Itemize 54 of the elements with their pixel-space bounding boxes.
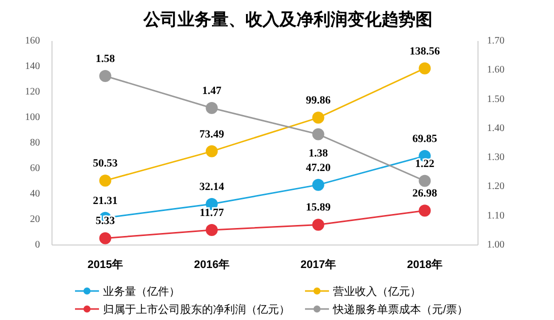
- y2-tick-label: 1.20: [487, 181, 504, 192]
- data-label: 47.20: [306, 162, 332, 174]
- point: [312, 218, 324, 231]
- point: [206, 145, 218, 158]
- legend-label: 营业收入（亿元）: [333, 285, 421, 298]
- y2-tick-label: 1.50: [487, 94, 504, 105]
- y2-tick-label: 1.30: [487, 152, 504, 164]
- point: [312, 178, 324, 191]
- x-tick-label: 2018年: [407, 258, 442, 271]
- y-tick-label: 140: [25, 61, 40, 72]
- y-tick-label: 80: [30, 138, 40, 148]
- point: [312, 128, 324, 140]
- y2-tick-label: 1.40: [487, 122, 504, 134]
- data-label: 21.31: [92, 194, 118, 207]
- data-label: 11.77: [200, 206, 224, 219]
- y2-tick-label: 1.10: [487, 210, 504, 222]
- data-label: 15.89: [306, 202, 332, 214]
- point: [206, 102, 218, 114]
- y-tick-label: 0: [35, 240, 40, 250]
- x-tick-label: 2015年: [88, 258, 123, 271]
- y2-tick-label: 1.60: [487, 64, 504, 76]
- y2-tick-label: 1.00: [487, 240, 504, 250]
- data-label: 1.22: [415, 158, 435, 170]
- legend-label: 快递服务单票成本（元/票）: [332, 303, 468, 316]
- y-tick-label: 40: [30, 188, 40, 200]
- y-tick-label: 60: [30, 163, 40, 174]
- data-label: 138.56: [410, 45, 440, 58]
- x-tick-label: 2017年: [300, 258, 336, 271]
- data-label: 1.58: [96, 52, 116, 65]
- data-label: 69.85: [412, 132, 438, 145]
- point: [418, 174, 431, 187]
- y-tick-label: 160: [25, 36, 40, 46]
- point: [418, 204, 431, 217]
- data-label: 32.14: [199, 181, 225, 194]
- y-tick-label: 120: [25, 86, 40, 98]
- point: [206, 224, 218, 236]
- legend-label: 归属于上市公司股东的净利润（亿元）: [103, 303, 290, 316]
- chart-title: 公司业务量、收入及净利润变化趋势图: [142, 10, 432, 29]
- point: [99, 174, 112, 187]
- point: [99, 232, 112, 244]
- legend-label: 业务量（亿件）: [103, 285, 180, 298]
- data-label: 50.53: [92, 158, 118, 170]
- data-label: 1.38: [308, 147, 328, 160]
- point: [418, 62, 431, 74]
- point: [312, 112, 324, 124]
- data-label: 26.98: [412, 188, 438, 200]
- data-label: 73.49: [199, 128, 225, 140]
- data-label: 99.86: [306, 94, 332, 107]
- x-tick-label: 2016年: [194, 258, 230, 271]
- y-tick-label: 100: [25, 112, 40, 123]
- data-label: 1.47: [202, 85, 222, 98]
- y-tick-label: 20: [30, 214, 40, 225]
- y2-tick-label: 1.70: [487, 36, 504, 46]
- point: [99, 70, 112, 82]
